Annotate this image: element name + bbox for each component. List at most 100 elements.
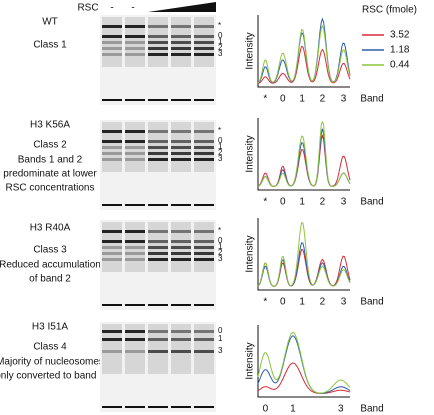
gel-lane xyxy=(148,324,168,374)
gel-band xyxy=(171,130,191,133)
gel-band-label: 1 xyxy=(218,242,223,251)
description: only converted to band 1 xyxy=(0,371,105,382)
x-tick-label: 1 xyxy=(299,297,305,308)
gel-band xyxy=(102,230,122,233)
gel-band xyxy=(171,140,191,143)
legend-label: 0.44 xyxy=(390,60,410,71)
gel-band xyxy=(171,230,191,233)
gel-band xyxy=(171,252,191,255)
gel-band xyxy=(102,130,122,133)
x-tick-label: 1 xyxy=(299,197,305,208)
gel-band xyxy=(102,41,122,44)
gel-band xyxy=(125,140,145,143)
gel-band xyxy=(148,330,168,333)
gel-band xyxy=(148,350,168,353)
mutant-label: H3 R40A xyxy=(30,223,71,234)
gel-lane xyxy=(125,324,145,374)
class-label: Class 2 xyxy=(33,140,67,151)
legend-label: 3.52 xyxy=(390,30,410,41)
gel-band xyxy=(125,35,145,38)
y-axis-title: Intensity xyxy=(245,32,256,69)
x-tick-label: 3 xyxy=(338,404,344,415)
gel-band xyxy=(148,304,168,306)
gel-band xyxy=(194,252,214,255)
gel-band xyxy=(125,47,145,50)
gel-band xyxy=(125,158,145,161)
description: predominate at lower xyxy=(3,169,97,180)
gel-band xyxy=(194,130,214,133)
gel-band xyxy=(125,25,145,28)
gel-band xyxy=(148,47,168,50)
gel-band xyxy=(102,204,122,206)
gel-band xyxy=(102,99,122,101)
gel-lane xyxy=(171,324,191,374)
gel-band-label: 3 xyxy=(218,49,223,58)
gel-band xyxy=(125,41,145,44)
gel-band xyxy=(102,350,122,353)
x-tick-label: 3 xyxy=(341,94,347,105)
gel-band xyxy=(194,338,214,341)
description: of band 2 xyxy=(29,274,71,285)
description: Bands 1 and 2 xyxy=(18,155,83,166)
gel-band xyxy=(148,130,168,133)
gel-band-label: * xyxy=(218,21,221,30)
gel-band xyxy=(194,25,214,28)
description: RSC concentrations xyxy=(6,183,95,194)
plot-axes xyxy=(257,15,350,88)
intensity-curve xyxy=(257,335,351,394)
gel-band xyxy=(102,146,122,149)
intensity-curve xyxy=(257,45,351,84)
gel-band xyxy=(171,338,191,341)
gel-band xyxy=(148,140,168,143)
gel-band xyxy=(194,146,214,149)
gel-band xyxy=(148,146,168,149)
gel-band xyxy=(125,338,145,341)
gel-lane xyxy=(102,17,122,67)
y-axis-title: Intensity xyxy=(245,135,256,172)
gel-band xyxy=(102,53,122,56)
gel-band xyxy=(148,25,168,28)
gel-band xyxy=(125,130,145,133)
plot-axes xyxy=(257,218,350,291)
gel-band xyxy=(194,99,214,101)
x-axis-title: Band xyxy=(360,197,383,208)
mutant-label: WT xyxy=(42,17,58,28)
gel-band xyxy=(171,53,191,56)
gel-band xyxy=(148,53,168,56)
gel-band xyxy=(125,252,145,255)
gel-band xyxy=(148,99,168,101)
x-tick-label: 0 xyxy=(263,404,269,415)
gel-band-label: 1 xyxy=(218,37,223,46)
gel-lane xyxy=(194,324,214,374)
gel-band xyxy=(102,406,122,408)
x-tick-label: 1 xyxy=(299,94,305,105)
gel-lane xyxy=(102,122,122,172)
x-tick-label: * xyxy=(263,297,267,308)
intensity-curve xyxy=(257,242,351,287)
gel-band-label: 0 xyxy=(218,31,223,40)
gel-band xyxy=(148,204,168,206)
gel-lane xyxy=(125,122,145,172)
gel-band xyxy=(125,230,145,233)
gel-band xyxy=(125,152,145,155)
legend-title: RSC (fmole) xyxy=(362,5,417,16)
gel-band xyxy=(102,140,122,143)
gel-band xyxy=(148,35,168,38)
class-label: Class 3 xyxy=(33,245,67,256)
gel-band xyxy=(171,350,191,353)
gel-band-label: * xyxy=(218,126,221,135)
gel-band xyxy=(102,240,122,243)
gel-band xyxy=(102,338,122,341)
gel-band-label: 3 xyxy=(218,254,223,263)
gel-band-label: 3 xyxy=(218,346,223,355)
gel-band xyxy=(125,146,145,149)
gel-band xyxy=(125,330,145,333)
gel-band xyxy=(125,53,145,56)
gel-band xyxy=(171,35,191,38)
x-tick-label: 0 xyxy=(280,297,286,308)
plot-axes xyxy=(257,325,350,398)
gel-band xyxy=(194,406,214,408)
gel-band xyxy=(194,47,214,50)
x-axis-title: Band xyxy=(360,297,383,308)
gel-band xyxy=(171,25,191,28)
